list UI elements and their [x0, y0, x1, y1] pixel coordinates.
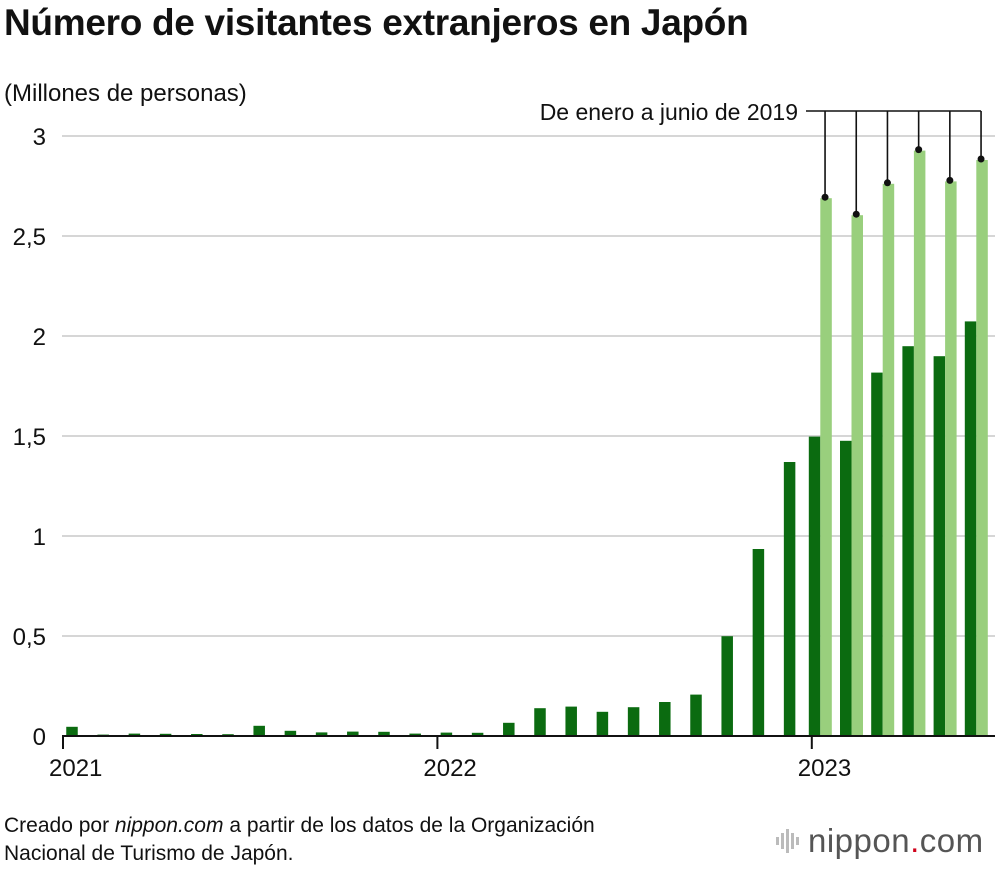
bar-visitors: [565, 706, 577, 736]
annotation-dot: [852, 210, 860, 218]
nippon-logo: nippon. com: [776, 822, 984, 860]
y-tick-label: 3: [33, 124, 46, 151]
y-axis-unit-label: (Millones de personas): [4, 80, 247, 107]
y-tick-label: 1: [33, 524, 46, 551]
bar-visitors: [596, 711, 609, 736]
bar-visitors: [315, 732, 328, 736]
bar-visitors: [933, 356, 946, 736]
bar-visitors: [534, 708, 546, 736]
bar-visitors: [471, 732, 484, 736]
bar-visitors: [284, 730, 297, 736]
annotation-dot: [946, 176, 954, 184]
bar-visitors: [902, 346, 914, 736]
bar-visitors: [627, 707, 640, 736]
bar-visitors: [253, 725, 265, 736]
y-tick-label: 0: [33, 724, 46, 751]
bar-2019: [976, 160, 988, 736]
bar-visitors: [808, 436, 821, 736]
bar-visitors: [128, 733, 141, 736]
logo-tld: com: [919, 822, 984, 859]
bar-visitors: [964, 321, 977, 736]
y-tick-label: 0,5: [13, 624, 46, 651]
bar-visitors: [159, 733, 172, 736]
bar-visitors: [347, 731, 359, 736]
annotation-dot: [977, 155, 985, 163]
x-tick-label: 2022: [423, 755, 476, 782]
annotation: De enero a junio de 2019: [540, 99, 985, 218]
bar-chart: De enero a junio de 2019 0 0,5 1 1,5 2 2,5 3 20…: [13, 99, 995, 782]
annotation-dot: [821, 193, 829, 201]
source-note: Creado por nippon.com a partir de los da…: [4, 812, 595, 868]
source-prefix: Creado por: [4, 814, 115, 837]
y-tick-label: 2,5: [13, 224, 46, 251]
gridlines: [62, 135, 995, 637]
y-tick-label: 2: [33, 324, 46, 351]
bar-visitors: [871, 372, 883, 736]
logo-name: nippon: [808, 822, 911, 859]
bar-visitors: [840, 440, 852, 736]
axes: 0 0,5 1 1,5 2 2,5 3 2021 2022 2023: [13, 124, 995, 782]
x-tick-label: 2021: [49, 755, 102, 782]
bar-2019: [945, 181, 957, 736]
bar-visitors: [752, 549, 765, 736]
chart-title: Número de visitantes extranjeros en Japó…: [4, 2, 749, 43]
nippon-logo-icon: [776, 829, 799, 853]
bar-visitors: [690, 694, 702, 736]
bar-2019: [882, 183, 895, 737]
bar-visitors: [66, 726, 78, 736]
source-suffix: a partir de los datos de la Organización: [223, 814, 595, 837]
bar-2019: [913, 150, 926, 737]
annotation-dot: [915, 146, 923, 154]
source-line2: Nacional de Turismo de Japón.: [4, 842, 294, 865]
source-site: nippon.com: [114, 814, 224, 837]
bar-visitors: [378, 731, 390, 736]
bar-visitors: [503, 722, 515, 736]
bar-visitors: [440, 732, 453, 736]
y-tick-label: 1,5: [13, 424, 46, 451]
annotation-dot: [883, 179, 891, 187]
logo-dot: .: [910, 822, 920, 859]
bar-visitors: [721, 636, 733, 736]
bar-2019: [851, 215, 863, 736]
bar-2019: [820, 198, 832, 736]
annotation-label: De enero a junio de 2019: [540, 99, 798, 125]
x-tick-label: 2023: [798, 755, 851, 782]
bars: [66, 150, 988, 737]
bar-visitors: [409, 733, 421, 736]
bar-visitors: [783, 462, 796, 736]
bar-visitors: [659, 702, 671, 736]
